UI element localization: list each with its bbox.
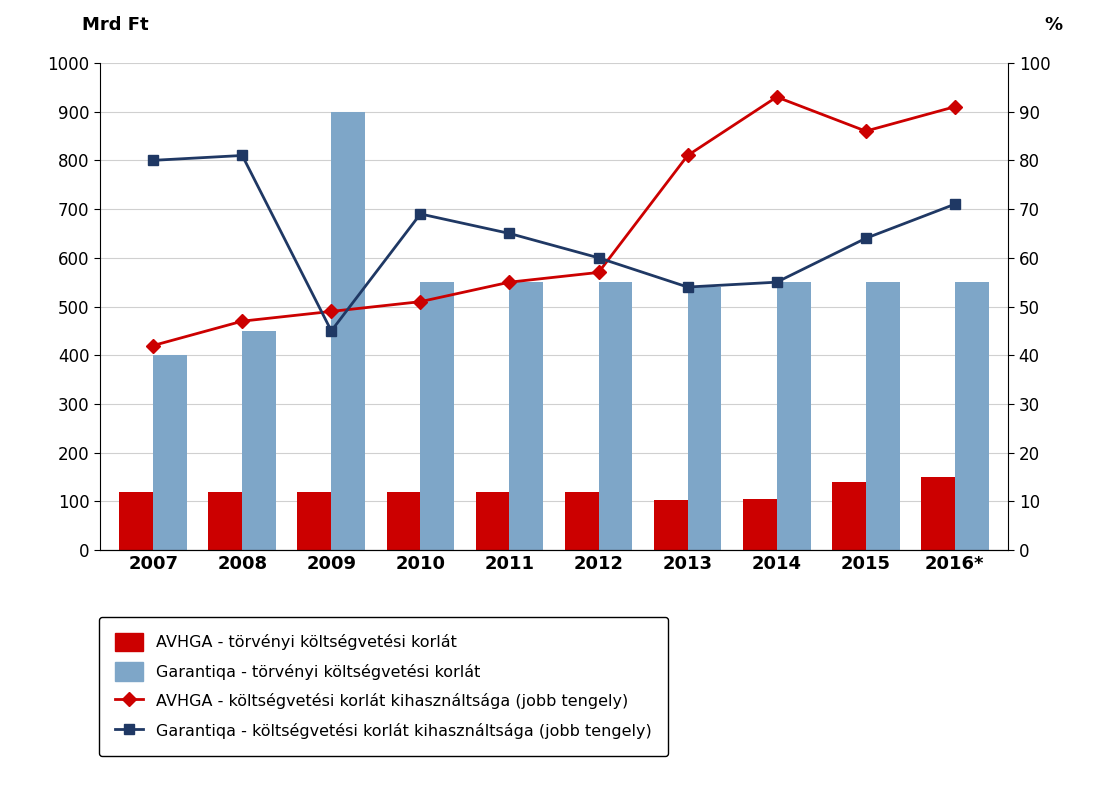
Bar bbox=[243, 331, 276, 550]
Legend: AVHGA - törvényi költségvetési korlát, Garantiqa - törvényi költségvetési korlát: AVHGA - törvényi költségvetési korlát, G… bbox=[99, 617, 668, 756]
Bar bbox=[688, 287, 721, 550]
Bar bbox=[420, 282, 454, 550]
Bar bbox=[331, 112, 366, 550]
Bar bbox=[120, 492, 153, 550]
Bar bbox=[742, 499, 777, 550]
Bar bbox=[955, 282, 988, 550]
Bar bbox=[153, 355, 187, 550]
Bar bbox=[777, 282, 811, 550]
Bar bbox=[921, 477, 955, 550]
Bar bbox=[475, 492, 510, 550]
Bar bbox=[297, 492, 331, 550]
Bar bbox=[832, 482, 865, 550]
Text: Mrd Ft: Mrd Ft bbox=[82, 16, 148, 34]
Text: %: % bbox=[1045, 16, 1063, 34]
Bar bbox=[865, 282, 900, 550]
Bar bbox=[387, 492, 420, 550]
Bar bbox=[565, 492, 598, 550]
Bar bbox=[510, 282, 543, 550]
Bar bbox=[654, 500, 688, 550]
Bar bbox=[598, 282, 633, 550]
Bar bbox=[208, 492, 243, 550]
